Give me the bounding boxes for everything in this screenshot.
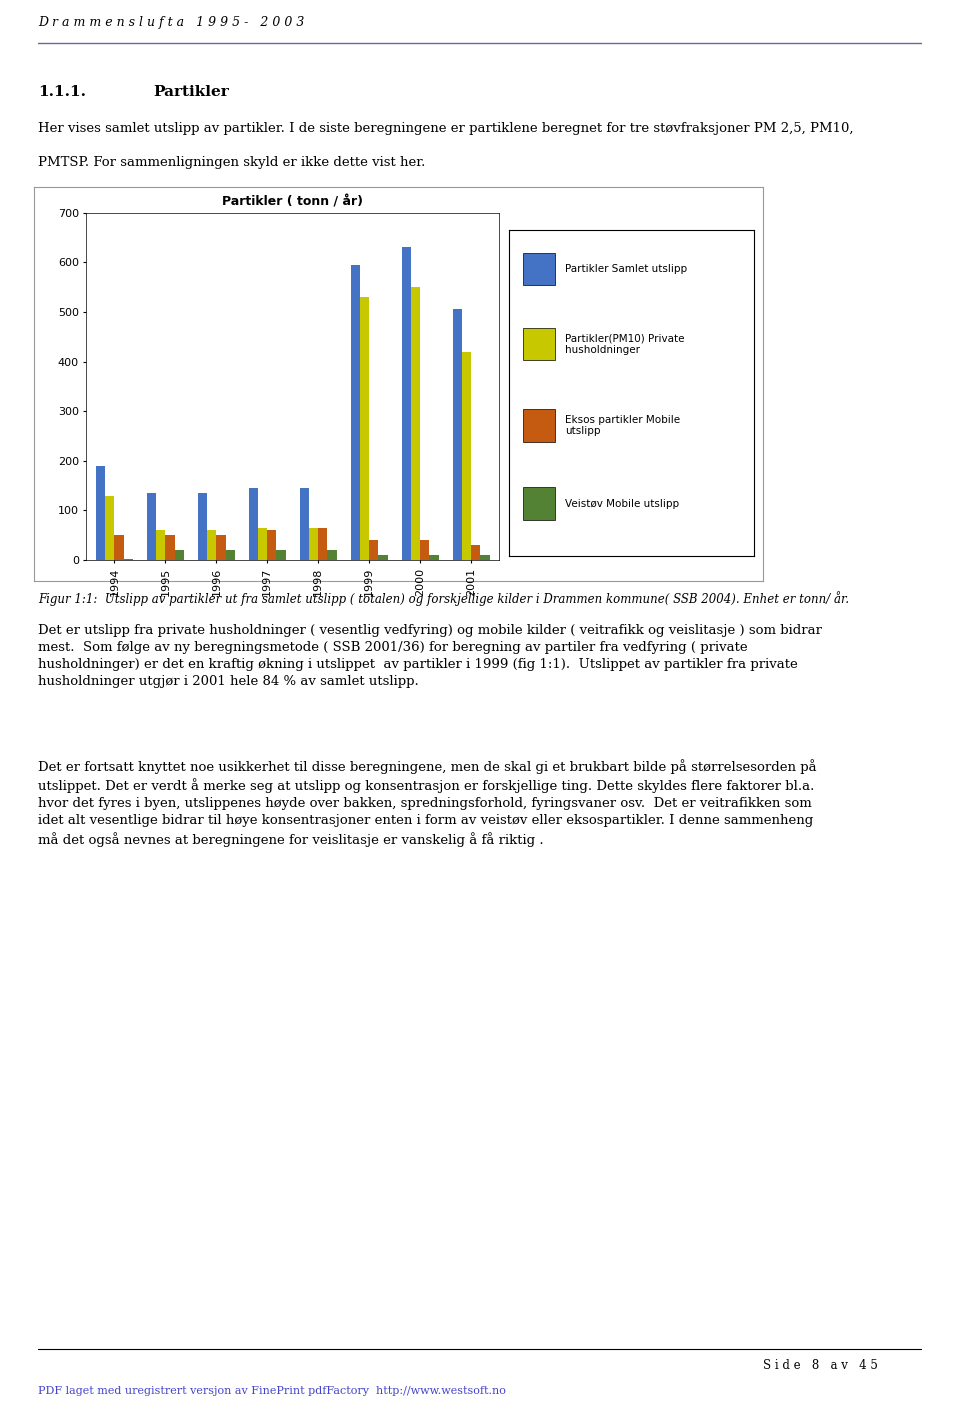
Bar — [523, 408, 555, 442]
Text: Eksos partikler Mobile
utslipp: Eksos partikler Mobile utslipp — [565, 414, 681, 437]
Bar — [300, 488, 309, 560]
Bar — [106, 496, 114, 560]
Bar — [147, 493, 156, 560]
Bar — [319, 527, 327, 560]
Bar — [96, 465, 106, 560]
Bar — [156, 530, 165, 560]
Text: PMTSP. For sammenligningen skyld er ikke dette vist her.: PMTSP. For sammenligningen skyld er ikke… — [38, 156, 426, 169]
Bar — [471, 546, 480, 560]
Text: Partikler Samlet utslipp: Partikler Samlet utslipp — [565, 264, 687, 274]
Bar — [351, 265, 360, 560]
Text: PDF laget med uregistrert versjon av FinePrint pdfFactory  http://www.westsoft.n: PDF laget med uregistrert versjon av Fin… — [38, 1385, 506, 1397]
Bar — [114, 536, 124, 560]
Bar — [453, 309, 462, 560]
Text: Partikler(PM10) Private
husholdninger: Partikler(PM10) Private husholdninger — [565, 333, 684, 354]
Bar — [165, 536, 175, 560]
Bar — [267, 530, 276, 560]
Text: Figur 1:1:  Utslipp av partikler ut fra samlet utslipp ( totalen) og forskjellig: Figur 1:1: Utslipp av partikler ut fra s… — [38, 591, 850, 605]
Text: Her vises samlet utslipp av partikler. I de siste beregningene er partiklene ber: Her vises samlet utslipp av partikler. I… — [38, 122, 853, 135]
Bar — [327, 550, 337, 560]
Bar — [523, 488, 555, 520]
Bar — [360, 296, 370, 560]
Bar — [124, 559, 132, 560]
Bar — [198, 493, 207, 560]
Text: S i d e   8   a v   4 5: S i d e 8 a v 4 5 — [762, 1358, 877, 1373]
Bar — [276, 550, 286, 560]
Text: Det er fortsatt knyttet noe usikkerhet til disse beregningene, men de skal gi et: Det er fortsatt knyttet noe usikkerhet t… — [38, 759, 817, 847]
Bar — [411, 286, 420, 560]
Bar — [402, 247, 411, 560]
Bar — [370, 540, 378, 560]
Bar — [309, 527, 319, 560]
Text: 1.1.1.: 1.1.1. — [38, 85, 86, 99]
Text: Veistøv Mobile utslipp: Veistøv Mobile utslipp — [565, 499, 680, 509]
Text: D r a m m e n s l u f t a   1 9 9 5 -   2 0 0 3: D r a m m e n s l u f t a 1 9 9 5 - 2 0 … — [38, 16, 304, 28]
Bar — [207, 530, 216, 560]
Bar — [216, 536, 226, 560]
Bar — [378, 556, 388, 560]
Bar — [175, 550, 183, 560]
Bar — [258, 527, 267, 560]
Bar — [429, 556, 439, 560]
Bar — [226, 550, 234, 560]
Text: Det er utslipp fra private husholdninger ( vesentlig vedfyring) og mobile kilder: Det er utslipp fra private husholdninger… — [38, 624, 823, 688]
Bar — [420, 540, 429, 560]
Title: Partikler ( tonn / år): Partikler ( tonn / år) — [223, 196, 363, 208]
Bar — [523, 328, 555, 360]
Bar — [523, 252, 555, 285]
Text: Partikler: Partikler — [154, 85, 229, 99]
Bar — [249, 488, 258, 560]
Bar — [480, 556, 490, 560]
Bar — [462, 352, 471, 560]
